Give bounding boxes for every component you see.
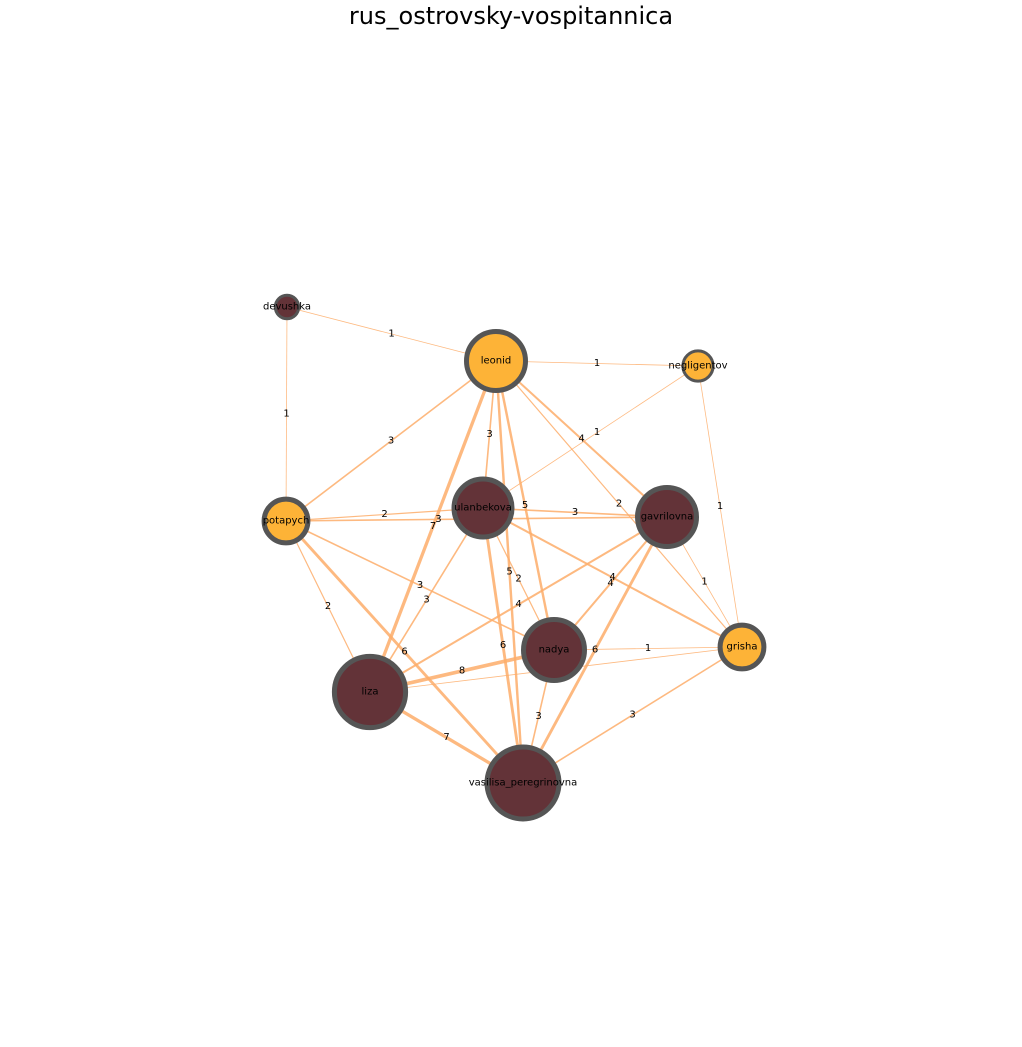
edge-label-leonid-potapych: 3 [388, 436, 394, 447]
edge-label-ulanbekova-liza: 3 [423, 595, 429, 606]
node-label-nadya: nadya [539, 645, 570, 656]
nodes-layer [261, 293, 767, 822]
edge-gavrilovna-liza [369, 516, 668, 693]
edge-label-leonid-ulanbekova: 3 [486, 429, 492, 440]
node-labels-layer: devushka leonid negligentov potapych ulanbek… [263, 302, 758, 789]
edge-leonid-potapych [285, 360, 497, 522]
edge-label-potapych-ulanbekova: 2 [381, 509, 387, 520]
edge-label-ulanbekova-grisha: 4 [609, 572, 615, 583]
edge-label-leonid-nadya: 5 [522, 500, 528, 511]
edge-label-nadya-liza: 8 [459, 666, 465, 677]
node-ulanbekova[interactable] [451, 476, 515, 540]
edge-grisha-vasilisa_peregrinovna [522, 646, 743, 784]
edge-label-potapych-liza: 2 [325, 601, 331, 612]
node-gavrilovna[interactable] [635, 485, 699, 549]
edge-label-nadya-vasilisa_peregrinovna: 3 [535, 711, 541, 722]
node-potapych[interactable] [261, 496, 311, 546]
edge-label-devushka-leonid: 1 [388, 329, 394, 340]
edge-label-liza-vasilisa_peregrinovna: 7 [443, 732, 449, 743]
node-nadya[interactable] [521, 617, 587, 683]
edge-label-ulanbekova-gavrilovna: 3 [572, 507, 578, 518]
edge-ulanbekova-grisha [482, 507, 743, 648]
diagram-title: rus_ostrovsky-vospitannica [348, 2, 674, 30]
edge-labels-layer: 11133427551123326342361446113837 [283, 329, 723, 744]
node-liza[interactable] [331, 653, 409, 731]
edge-label-gavrilovna-grisha: 1 [701, 577, 707, 588]
node-grisha[interactable] [717, 622, 767, 672]
node-devushka[interactable] [273, 293, 301, 321]
edge-label-potapych-nadya: 3 [417, 580, 423, 591]
edge-leonid-vasilisa_peregrinovna [494, 360, 525, 784]
node-label-vasilisa_peregrinovna: vasilisa_peregrinovna [469, 778, 578, 789]
edge-label-potapych-gavrilovna: 3 [435, 514, 441, 525]
edge-label-gavrilovna-vasilisa_peregrinovna: 6 [592, 645, 598, 656]
edge-label-leonid-grisha: 2 [616, 499, 622, 510]
edge-leonid-negligentov [495, 360, 699, 367]
edge-leonid-nadya [494, 360, 556, 651]
edge-devushka-leonid [286, 306, 497, 362]
node-label-negligentov: negligentov [668, 361, 727, 372]
edge-label-grisha-nadya: 1 [645, 643, 651, 654]
edge-leonid-grisha [495, 360, 743, 648]
edge-label-leonid-liza: 7 [430, 521, 436, 532]
edge-devushka-potapych [285, 306, 288, 522]
edge-potapych-ulanbekova [285, 507, 484, 522]
node-vasilisa_peregrinovna[interactable] [484, 744, 562, 822]
edge-ulanbekova-vasilisa_peregrinovna [481, 507, 525, 784]
node-label-gavrilovna: gavrilovna [641, 512, 694, 523]
edge-label-gavrilovna-nadya: 4 [607, 578, 613, 589]
edge-label-negligentov-ulanbekova: 1 [594, 427, 600, 438]
node-leonid[interactable] [464, 329, 528, 393]
node-label-potapych: potapych [263, 516, 310, 527]
edge-potapych-vasilisa_peregrinovna [284, 520, 525, 784]
edge-potapych-nadya [285, 520, 555, 651]
node-negligentov[interactable] [681, 349, 715, 383]
node-label-ulanbekova: ulanbekova [454, 503, 512, 514]
edge-gavrilovna-vasilisa_peregrinovna [521, 516, 669, 784]
edge-label-ulanbekova-nadya: 2 [515, 574, 521, 585]
edge-label-gavrilovna-liza: 4 [515, 599, 521, 610]
edge-label-negligentov-grisha: 1 [717, 501, 723, 512]
node-label-devushka: devushka [263, 302, 311, 313]
edge-leonid-gavrilovna [495, 360, 668, 518]
node-label-grisha: grisha [727, 642, 758, 653]
edge-negligentov-grisha [697, 365, 743, 648]
edge-label-potapych-vasilisa_peregrinovna: 6 [401, 647, 407, 658]
node-label-leonid: leonid [481, 356, 512, 367]
edge-label-ulanbekova-vasilisa_peregrinovna: 6 [500, 640, 506, 651]
edge-label-leonid-negligentov: 1 [594, 358, 600, 369]
edge-negligentov-ulanbekova [482, 365, 699, 509]
edge-label-leonid-gavrilovna: 4 [578, 434, 584, 445]
node-label-liza: liza [362, 687, 379, 698]
edge-label-devushka-potapych: 1 [283, 409, 289, 420]
edge-label-leonid-vasilisa_peregrinovna: 5 [506, 567, 512, 578]
edge-label-grisha-vasilisa_peregrinovna: 3 [629, 710, 635, 721]
